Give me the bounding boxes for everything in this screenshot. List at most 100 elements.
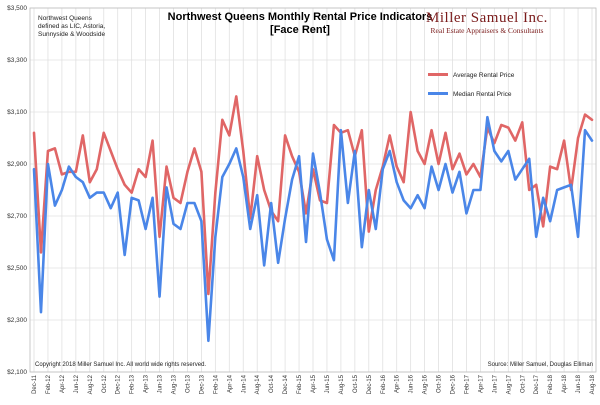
median-rent-point (95, 191, 98, 194)
average-rent-point (542, 225, 545, 228)
chart-title: Northwest Queens Monthly Rental Price In… (168, 11, 433, 23)
average-rent-point (409, 111, 412, 113)
legend-label-median: Median Rental Price (453, 91, 512, 98)
median-rent-point (374, 228, 377, 230)
series-layer (32, 95, 594, 343)
average-rent-point (221, 118, 224, 121)
average-rent-point (81, 134, 84, 137)
median-rent-point (563, 186, 565, 189)
median-rent-point (249, 228, 252, 230)
x-tick-label: Feb-17 (464, 374, 470, 394)
legend-swatch-median (428, 92, 448, 95)
average-rent-point (102, 131, 105, 134)
median-rent-point (479, 189, 482, 191)
average-rent-point (346, 129, 349, 132)
average-rent-point (507, 126, 510, 129)
median-rent-point (291, 178, 293, 181)
x-tick-label: Jun-18 (576, 374, 582, 393)
x-tick-label: Feb-12 (46, 374, 52, 394)
average-rent-point (291, 155, 293, 158)
median-rent-point (228, 163, 231, 165)
y-tick-label: $3,500 (7, 5, 27, 12)
median-rent-point (81, 181, 84, 184)
y-tick-label: $3,300 (7, 57, 27, 64)
median-rent-point (144, 228, 147, 230)
x-tick-label: Dec-17 (534, 374, 540, 394)
source-text: Source: Miller Samuel, Douglas Elliman (488, 362, 593, 368)
y-tick-label: $2,100 (7, 369, 27, 376)
median-rent-point (242, 176, 245, 178)
median-rent-point (577, 235, 579, 238)
median-rent-point (312, 152, 314, 155)
average-rent-point (186, 170, 189, 173)
median-rent-point (256, 194, 259, 197)
x-tick-label: Dec-14 (283, 374, 289, 394)
median-rent-point (556, 189, 559, 191)
average-rent-point (465, 173, 468, 176)
y-tick-label: $2,500 (7, 265, 27, 272)
x-tick-label: Feb-15 (297, 374, 303, 394)
average-rent-point (172, 196, 175, 199)
median-rent-point (542, 196, 545, 199)
median-rent-point (61, 189, 63, 191)
average-rent-point (395, 165, 398, 168)
copyright-text: Copyright 2018 Miller Samuel Inc. All wo… (35, 362, 206, 368)
median-rent-point (172, 222, 175, 225)
average-rent-point (137, 168, 140, 171)
median-rent-point (437, 189, 440, 191)
median-rent-point (165, 186, 168, 189)
brand-logo-subtitle: Real Estate Appraisers & Consultants (431, 26, 544, 35)
average-rent-point (144, 176, 147, 178)
x-tick-label: Feb-13 (130, 374, 136, 394)
median-rent-point (102, 191, 105, 194)
average-rent-point (158, 235, 161, 238)
x-tick-label: Aug-18 (590, 374, 596, 394)
average-rent-point (521, 121, 524, 124)
average-rent-point (416, 150, 419, 152)
median-rent-point (395, 181, 398, 184)
x-tick-label: Feb-16 (381, 374, 387, 394)
average-rent-point (423, 163, 426, 165)
legend-label-average: Average Rental Price (453, 72, 515, 79)
median-rent-point (54, 204, 56, 207)
x-tick-label: Jun-16 (409, 374, 415, 393)
median-rent-point (67, 165, 70, 168)
median-rent-point (528, 157, 531, 160)
median-rent-point (381, 168, 384, 171)
x-tick-label: Oct-15 (353, 374, 359, 393)
median-rent-point (465, 212, 468, 215)
average-rent-point (367, 230, 370, 233)
x-tick-label: Apr-15 (311, 374, 317, 393)
average-rent-point (123, 183, 126, 186)
x-tick-label: Apr-12 (60, 374, 66, 393)
average-rent-point (458, 152, 461, 155)
x-tick-label: Feb-18 (548, 374, 554, 394)
x-tick-label: Oct-17 (520, 374, 526, 393)
average-rent-point (33, 131, 35, 134)
median-rent-point (500, 160, 503, 163)
median-rent-point (507, 150, 510, 152)
median-rent-point (416, 194, 419, 197)
median-rent-point (33, 168, 35, 171)
x-tick-label: Oct-13 (185, 374, 191, 393)
x-tick-label: Oct-14 (269, 374, 275, 393)
average-rent-point (95, 168, 98, 171)
average-rent-point (437, 163, 440, 165)
average-rent-point (214, 191, 217, 194)
median-rent-point (340, 129, 342, 132)
average-rent-point (326, 202, 328, 204)
average-rent-point (388, 134, 391, 137)
median-rent-point (570, 183, 572, 186)
note-line-3: Sunnyside & Woodside (38, 31, 105, 38)
average-rent-point (514, 139, 517, 142)
median-rent-point (444, 163, 447, 165)
y-tick-label: $2,300 (7, 317, 27, 324)
average-rent-point (61, 173, 63, 176)
average-rent-point (116, 168, 119, 171)
average-rent-point (451, 168, 454, 171)
average-rent-point (284, 134, 286, 137)
x-tick-label: Feb-14 (213, 374, 219, 394)
x-tick-label: Jun-14 (241, 374, 247, 393)
median-rent-point (423, 207, 426, 210)
